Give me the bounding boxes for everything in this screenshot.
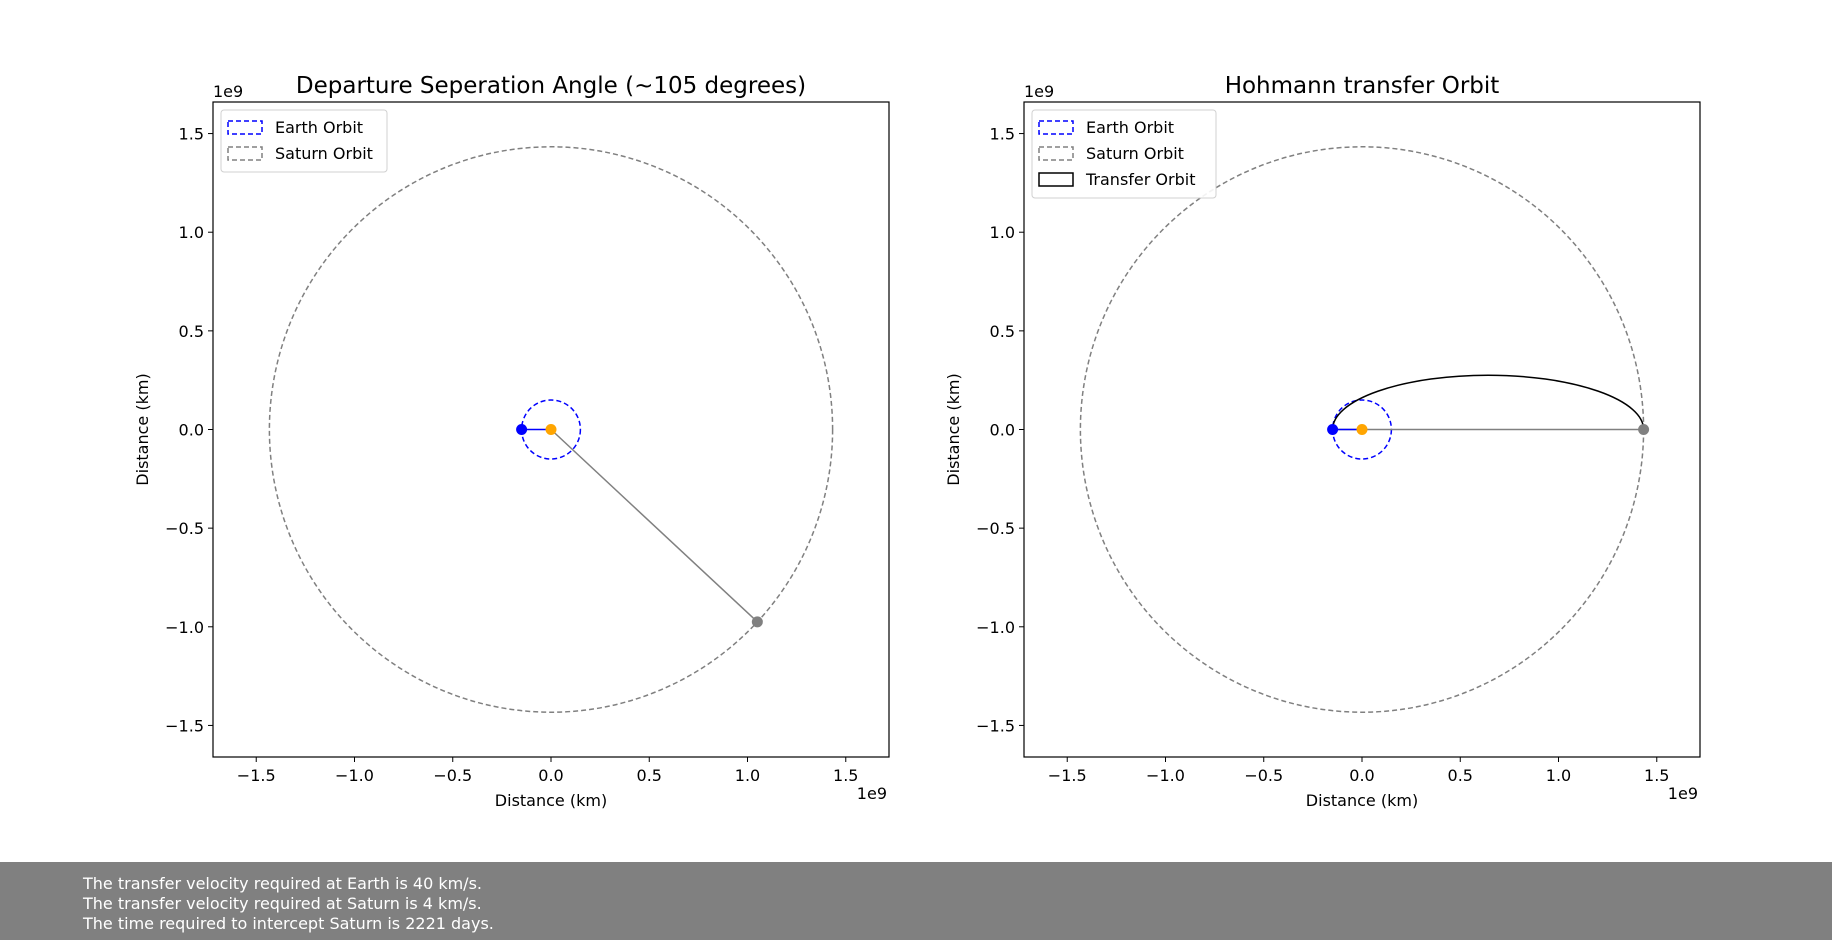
legend-swatch <box>1038 146 1074 161</box>
point-sun <box>545 424 557 435</box>
x-tick-label: 0.5 <box>1448 766 1473 785</box>
x-tick-label: 1.5 <box>1644 766 1669 785</box>
y-tick-label: 1.0 <box>990 223 1015 242</box>
orbit-saturn-orbit <box>268 146 834 713</box>
x-tick-label: −1.5 <box>237 766 276 785</box>
point-saturn <box>751 616 763 628</box>
y-offset-label: 1e9 <box>1024 82 1054 101</box>
chart-title: Departure Seperation Angle (~105 degrees… <box>296 73 806 99</box>
chart-hohmann-transfer: −1.5 −1.0 −0.5 0.0 0.5 1.0 1.5 −1.5 −1.0 −0.5 0.0 0… <box>944 73 1701 810</box>
chart-departure-angle: −1.5 −1.0 −0.5 0.0 0.5 1.0 1.5 −1.5 −1.0 −0.5 0.0 0… <box>133 73 890 810</box>
y-tick-label: 1.5 <box>990 125 1015 144</box>
y-tick-label: −1.5 <box>976 716 1015 735</box>
x-offset-label: 1e9 <box>857 784 887 803</box>
point-earth <box>516 424 528 435</box>
y-tick-label: 0.5 <box>179 322 204 341</box>
y-tick-label: −1.5 <box>165 716 204 735</box>
transfer-orbit-path <box>1331 374 1645 430</box>
results-footer: The transfer velocity required at Earth … <box>0 862 1832 940</box>
chart-title: Hohmann transfer Orbit <box>1225 73 1500 99</box>
x-tick-label: −1.5 <box>1048 766 1087 785</box>
connector-line <box>550 428 758 623</box>
x-tick-label: 0.5 <box>637 766 662 785</box>
x-axis-label: Distance (km) <box>495 791 607 810</box>
y-tick-label: 1.5 <box>179 125 204 144</box>
legend-swatch <box>227 146 263 161</box>
legend-swatch <box>1038 172 1074 187</box>
y-tick-label: −1.0 <box>165 618 204 637</box>
legend-label: Earth Orbit <box>1086 118 1174 137</box>
footer-line-earth-velocity: The transfer velocity required at Earth … <box>83 874 482 893</box>
x-tick-label: −0.5 <box>433 766 472 785</box>
point-saturn <box>1638 424 1650 435</box>
y-tick-label: 0.0 <box>179 421 204 440</box>
legend-swatch <box>227 120 263 135</box>
x-tick-label: −1.0 <box>335 766 374 785</box>
y-axis-label: Distance (km) <box>133 373 152 485</box>
y-tick-label: −0.5 <box>165 519 204 538</box>
y-tick-label: 1.0 <box>179 223 204 242</box>
point-sun <box>1356 424 1368 435</box>
y-tick-label: 0.0 <box>990 421 1015 440</box>
y-tick-label: −0.5 <box>976 519 1015 538</box>
legend-label: Saturn Orbit <box>275 144 373 163</box>
x-tick-label: 0.0 <box>538 766 563 785</box>
x-tick-label: 1.0 <box>1546 766 1571 785</box>
y-axis-label: Distance (km) <box>944 373 963 485</box>
footer-line-saturn-velocity: The transfer velocity required at Saturn… <box>83 894 482 913</box>
x-axis-label: Distance (km) <box>1306 791 1418 810</box>
x-offset-label: 1e9 <box>1668 784 1698 803</box>
y-tick-label: −1.0 <box>976 618 1015 637</box>
y-offset-label: 1e9 <box>213 82 243 101</box>
plot-content <box>268 146 834 713</box>
y-tick-label: 0.5 <box>990 322 1015 341</box>
footer-line-intercept-time: The time required to intercept Saturn is… <box>83 914 494 933</box>
figure: −1.5 −1.0 −0.5 0.0 0.5 1.0 1.5 −1.5 −1.0 −0.5 0.0 0… <box>133 73 1701 810</box>
legend-box <box>1031 109 1217 199</box>
x-tick-label: 1.0 <box>735 766 760 785</box>
legend-label: Saturn Orbit <box>1086 144 1184 163</box>
legend-label: Earth Orbit <box>275 118 363 137</box>
x-tick-label: −1.0 <box>1146 766 1185 785</box>
x-tick-label: 1.5 <box>833 766 858 785</box>
x-tick-label: 0.0 <box>1349 766 1374 785</box>
legend-label: Transfer Orbit <box>1085 170 1195 189</box>
plot-content <box>1079 146 1650 713</box>
x-tick-label: −0.5 <box>1244 766 1283 785</box>
point-earth <box>1327 424 1339 435</box>
legend-swatch <box>1038 120 1074 135</box>
